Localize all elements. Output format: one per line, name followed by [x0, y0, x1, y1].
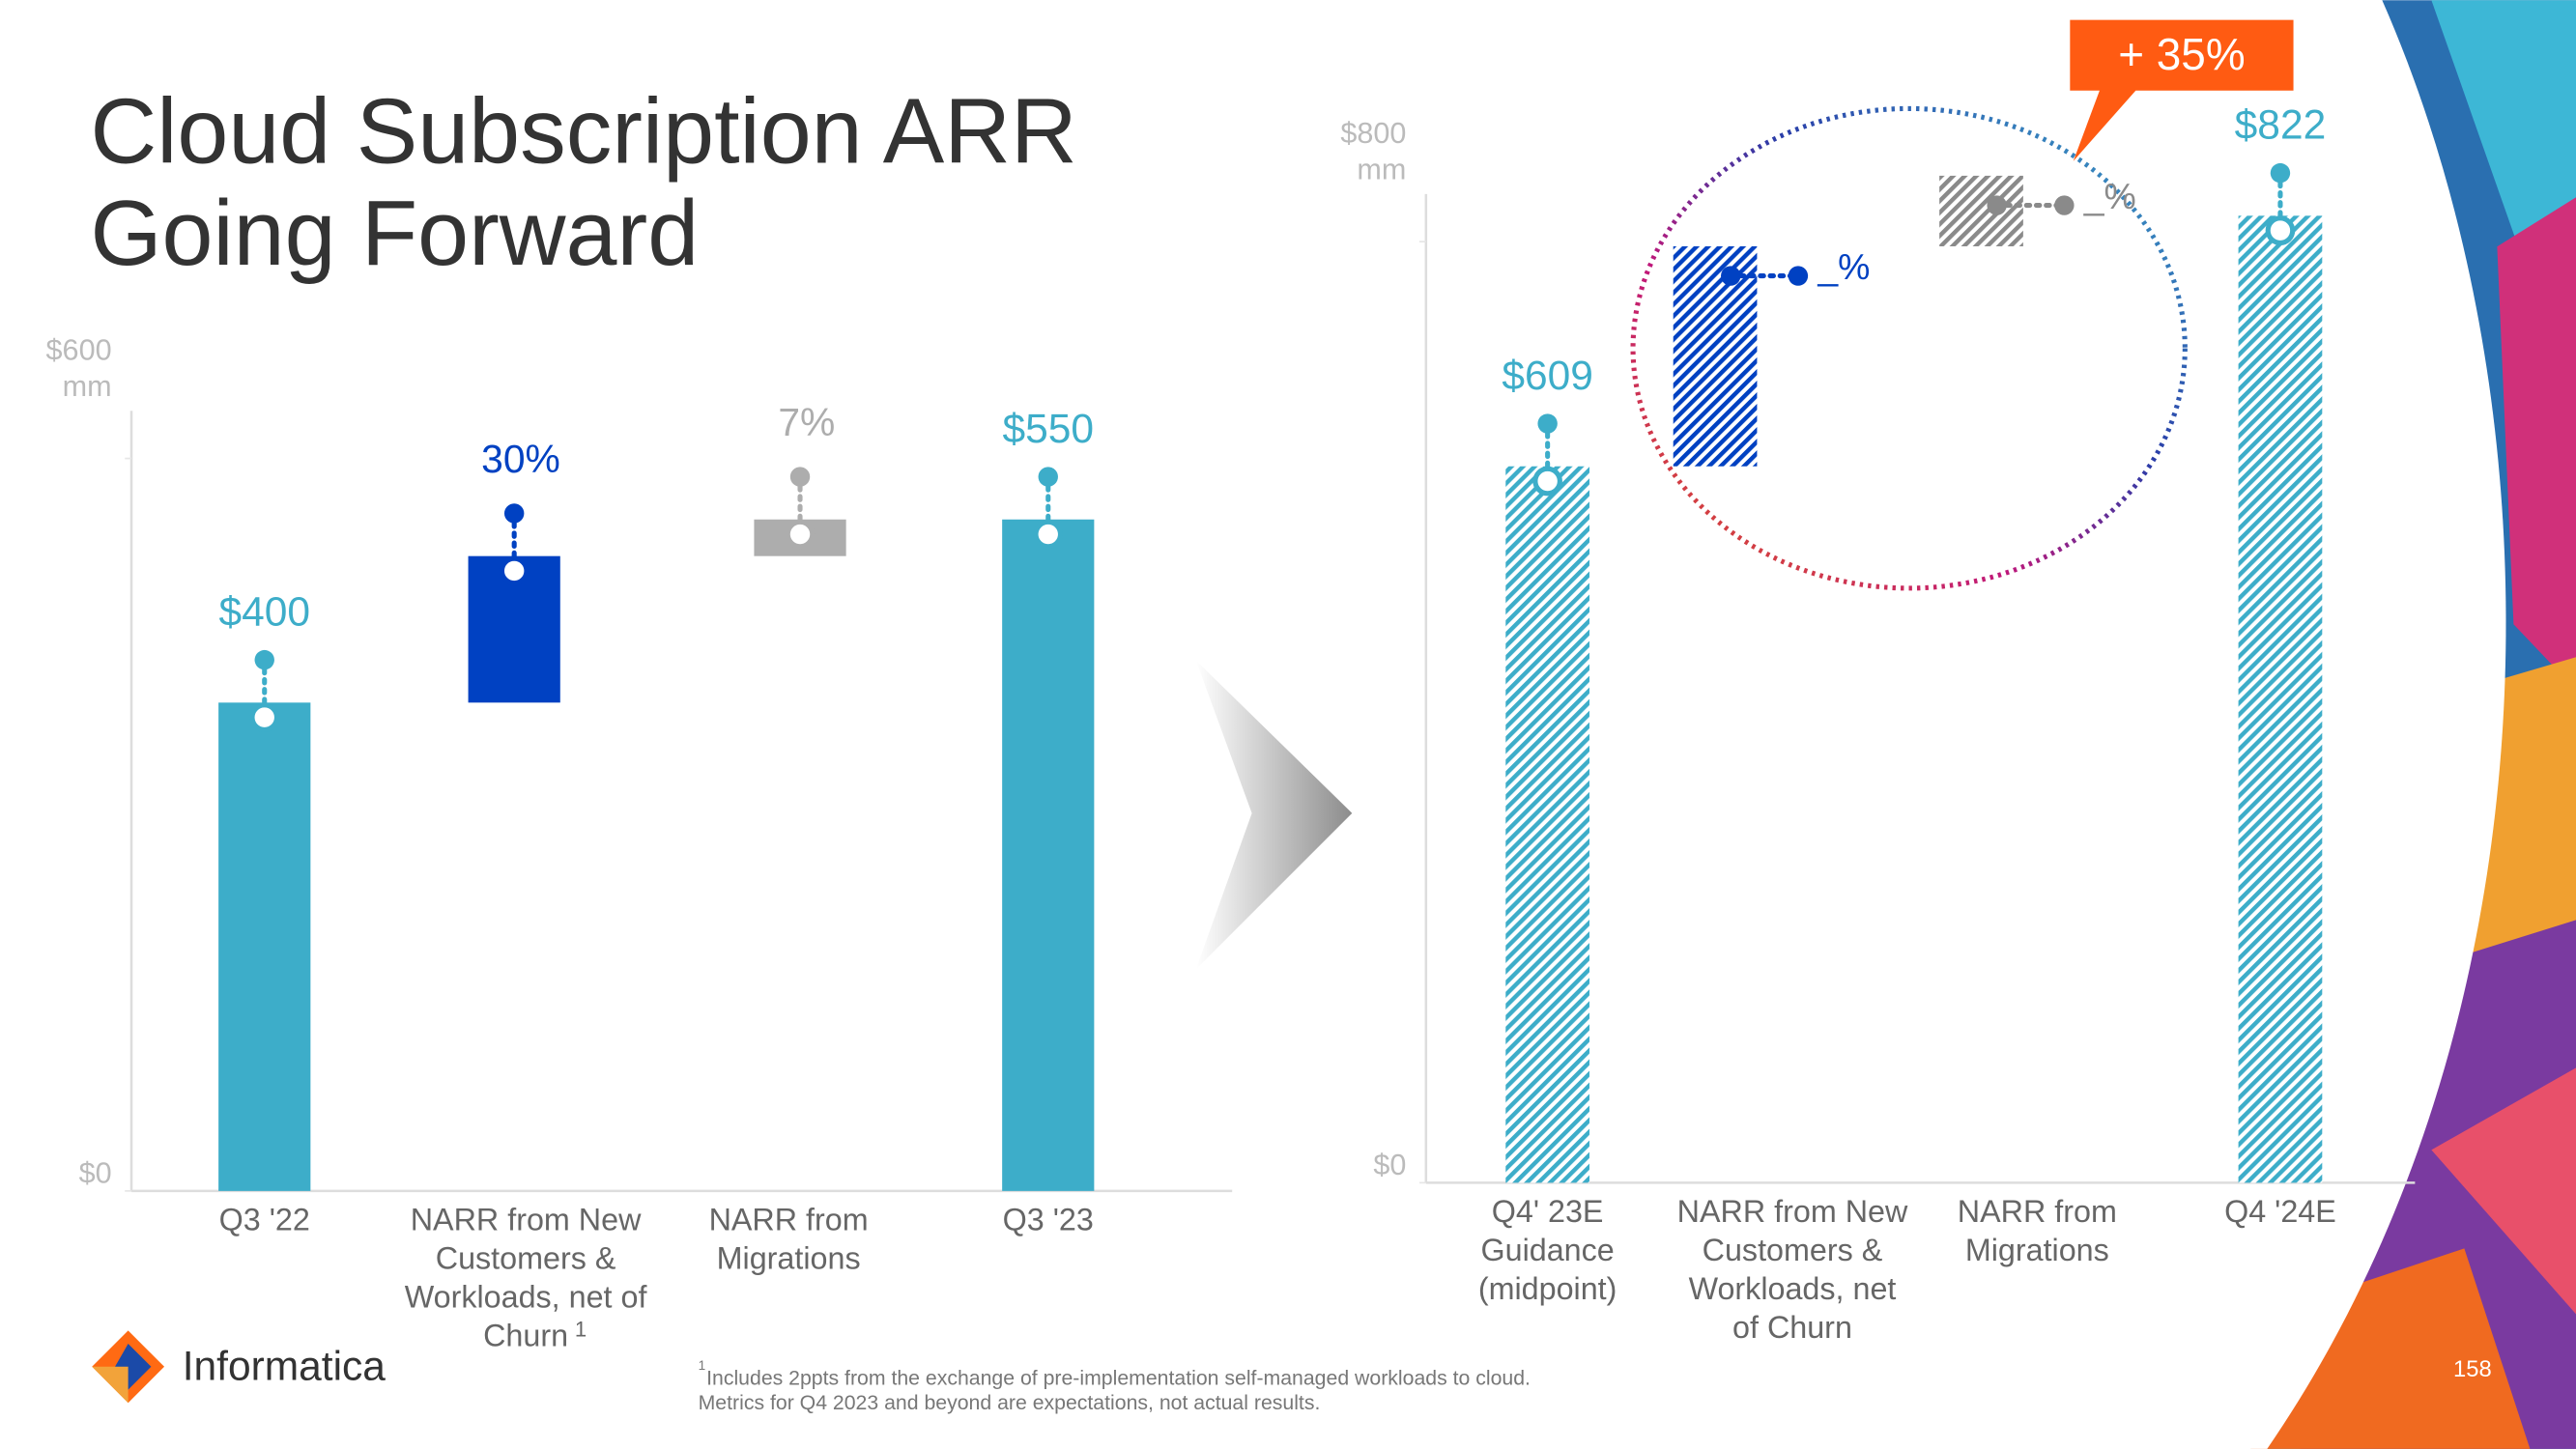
change-label: 7% — [778, 400, 835, 444]
dot — [254, 649, 274, 670]
x-tick-label: NARR from New — [411, 1203, 642, 1237]
dot — [2270, 162, 2291, 184]
bar — [1002, 519, 1095, 1191]
ring — [2265, 215, 2296, 245]
x-tick-label: NARR from — [709, 1203, 869, 1237]
title-line: Going Forward — [91, 183, 700, 285]
footnote-ref: 1 — [575, 1317, 587, 1341]
value-label: $822 — [2235, 102, 2327, 148]
value-label: $609 — [1502, 354, 1593, 399]
bar — [2238, 215, 2323, 1183]
footnote: Includes 2ppts from the exchange of pre-… — [706, 1367, 1531, 1390]
x-tick-label: Q3 '22 — [219, 1203, 310, 1237]
x-tick-label: Customers & — [1703, 1233, 1883, 1267]
y-tick-label: $800 — [1340, 117, 1406, 150]
callout: + 35% — [2118, 29, 2245, 79]
x-tick-label: Q4' 23E — [1492, 1194, 1604, 1229]
footnote-mark: 1 — [699, 1358, 706, 1373]
title-line: Cloud Subscription ARR — [91, 81, 1077, 184]
y-unit: mm — [63, 370, 112, 403]
dot — [2054, 195, 2075, 215]
bar — [218, 702, 311, 1191]
footnote: Metrics for Q4 2023 and beyond are expec… — [699, 1391, 1321, 1414]
dot — [1788, 266, 1809, 286]
change-label: 30% — [481, 437, 560, 481]
change-label: _% — [1817, 246, 1870, 287]
y-tick-label: $0 — [1373, 1149, 1406, 1181]
arrow — [1195, 660, 1353, 970]
x-tick-label: Guidance — [1481, 1233, 1615, 1267]
bar — [1505, 466, 1589, 1183]
bar — [1673, 245, 1758, 467]
callout-box — [2070, 19, 2294, 161]
dot — [1038, 467, 1058, 487]
x-tick-label: Workloads, net of — [405, 1280, 648, 1315]
dot — [789, 467, 811, 487]
value-label: $550 — [1002, 407, 1094, 452]
x-tick-label: Churn — [483, 1319, 568, 1353]
x-tick-label: Q3 '23 — [1003, 1203, 1094, 1237]
y-tick-label: $600 — [46, 334, 112, 367]
y-unit: mm — [1357, 154, 1406, 186]
logo — [92, 1330, 165, 1404]
ring — [1033, 519, 1064, 550]
ring — [1532, 466, 1562, 497]
ring — [249, 702, 280, 732]
bar — [1939, 175, 2023, 246]
highlight-ellipse — [1630, 105, 2188, 591]
x-tick-label: NARR from New — [1677, 1194, 1908, 1229]
dot — [503, 503, 525, 524]
ring — [499, 555, 530, 586]
dot — [1537, 413, 1558, 434]
x-tick-label: of Churn — [1732, 1310, 1852, 1345]
change-label: _% — [2083, 176, 2136, 216]
page-number: 158 — [2453, 1356, 2492, 1382]
x-tick-label: Customers & — [436, 1241, 616, 1276]
ring — [785, 519, 816, 550]
logo-text: Informatica — [183, 1344, 386, 1389]
value-label: $400 — [218, 589, 310, 635]
dot — [1721, 266, 1741, 286]
x-tick-label: Migrations — [717, 1241, 861, 1276]
y-tick-label: $0 — [79, 1156, 112, 1189]
x-tick-label: (midpoint) — [1478, 1271, 1617, 1306]
x-tick-label: Workloads, net — [1689, 1271, 1897, 1306]
x-tick-label: Migrations — [1965, 1233, 2109, 1267]
x-tick-label: NARR from — [1958, 1194, 2117, 1229]
dot — [1987, 195, 2007, 215]
x-tick-label: Q4 '24E — [2224, 1194, 2336, 1229]
